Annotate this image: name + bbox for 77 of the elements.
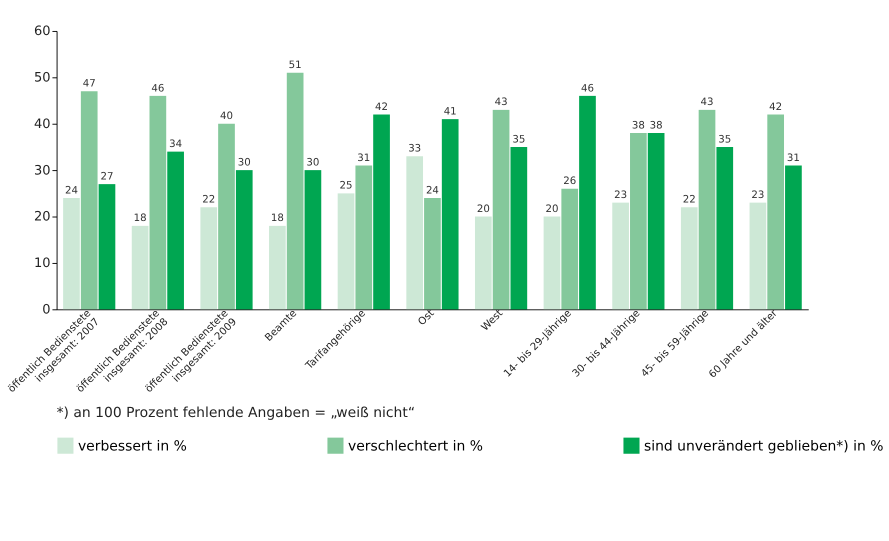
data-label: 20 <box>545 204 558 215</box>
bar <box>648 133 664 310</box>
legend-label: verschlechtert in % <box>348 438 483 454</box>
bar <box>80 91 98 310</box>
data-label: 18 <box>134 213 147 224</box>
bar <box>406 156 424 310</box>
legend-label: sind unverändert geblieben*) in % <box>644 438 884 454</box>
y-tick-label: 40 <box>34 116 51 132</box>
data-label: 30 <box>238 158 251 169</box>
bar <box>236 170 253 310</box>
data-label: 46 <box>151 83 164 94</box>
data-label: 43 <box>494 97 508 108</box>
data-label: 35 <box>718 134 732 146</box>
bar <box>716 146 734 310</box>
bar <box>167 152 184 310</box>
data-label: 22 <box>682 194 696 206</box>
bar <box>510 146 528 310</box>
bar <box>355 166 372 310</box>
data-label: 20 <box>476 204 490 215</box>
data-label: 23 <box>751 190 764 201</box>
bar <box>544 216 560 310</box>
bar <box>200 207 218 310</box>
y-tick-label: 10 <box>34 256 51 272</box>
data-label: 40 <box>220 111 233 122</box>
bar <box>612 202 629 310</box>
data-label: 42 <box>769 102 782 113</box>
data-label: 35 <box>512 134 526 146</box>
bar <box>338 193 354 310</box>
text: *) an 100 Prozent fehlende Angaben = „weiß nicht“ <box>56 404 416 421</box>
bar <box>304 170 322 310</box>
data-label: 33 <box>408 144 422 155</box>
bar <box>561 188 578 310</box>
bar <box>492 110 510 310</box>
data-label: 24 <box>64 185 78 196</box>
legend-label: verbessert in % <box>78 438 187 454</box>
data-label: 18 <box>270 213 284 224</box>
x-tick-label: Ost <box>416 308 437 328</box>
bar <box>98 184 116 310</box>
bar <box>442 119 459 310</box>
data-label: 24 <box>426 185 439 196</box>
bar <box>680 207 698 310</box>
bar <box>286 72 304 310</box>
bar <box>218 124 235 310</box>
data-label: 22 <box>202 194 216 206</box>
bar <box>750 202 766 310</box>
bar <box>579 96 596 310</box>
y-tick-label: 30 <box>34 163 51 178</box>
bar <box>767 114 784 310</box>
y-tick-label: 60 <box>34 24 51 40</box>
data-label: 31 <box>786 152 800 164</box>
data-label: 47 <box>82 78 96 90</box>
bar <box>474 216 492 310</box>
y-tick-label: 20 <box>34 210 51 225</box>
data-label: 34 <box>169 138 182 150</box>
data-label: 27 <box>100 171 114 182</box>
data-label: 41 <box>444 106 457 118</box>
bar <box>424 198 441 310</box>
data-label: 46 <box>580 83 594 94</box>
bar <box>63 198 80 310</box>
bar <box>698 110 716 310</box>
bar <box>269 226 286 310</box>
bar <box>630 133 647 310</box>
y-tick-label: 50 <box>34 70 51 86</box>
bar <box>373 114 390 310</box>
data-label: 25 <box>340 180 353 192</box>
data-label: 38 <box>650 120 663 132</box>
data-label: 43 <box>700 97 714 108</box>
data-label: 38 <box>632 120 645 132</box>
data-label: 26 <box>563 176 576 188</box>
bar <box>132 226 148 310</box>
data-label: 51 <box>288 60 302 72</box>
data-label: 23 <box>614 190 628 201</box>
data-label: 31 <box>357 152 370 164</box>
data-label: 42 <box>375 102 388 113</box>
bar <box>150 96 166 310</box>
bar <box>785 166 802 310</box>
data-label: 30 <box>306 158 320 169</box>
